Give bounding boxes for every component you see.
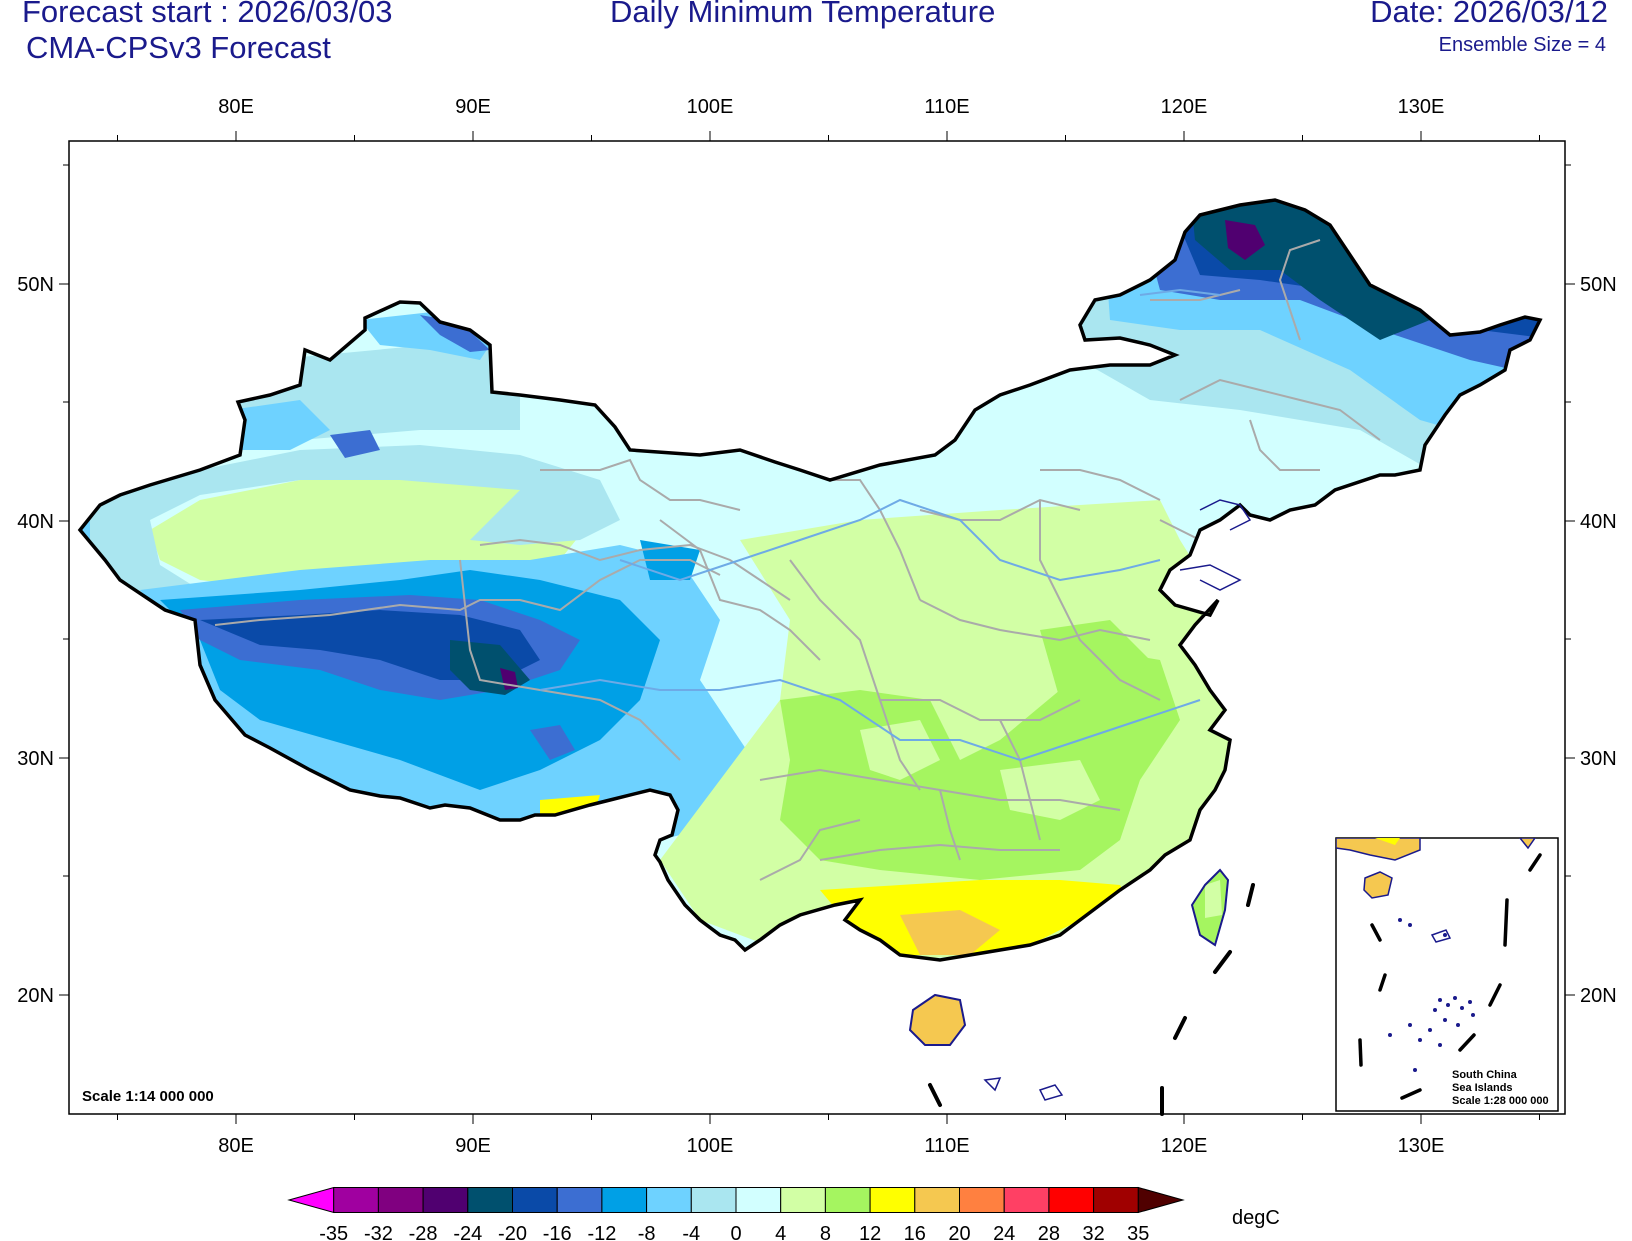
lon-label-bottom: 100E [687,1135,734,1157]
main-scale-label: Scale 1:14 000 000 [82,1088,214,1105]
small-islands [983,1077,1064,1101]
rivers [539,288,1221,762]
forecast-date-label: Date: 2026/03/12 [1370,0,1608,29]
taiwan-outline [1190,868,1230,947]
model-label: CMA-CPSv3 Forecast [26,30,331,65]
colorbar-tick-label: 35 [1127,1223,1149,1241]
lon-label-top: 90E [455,96,491,118]
colorbar-tick-label: -35 [319,1223,348,1241]
lon-label-bottom: 110E [924,1135,969,1157]
colorbar-tick-label: 32 [1082,1223,1104,1241]
colorbar-swatch [556,1187,603,1213]
lat-label-right: 40N [1580,511,1617,533]
inset-scale-label: Scale 1:28 000 000 [1452,1095,1549,1107]
inset-label-line1: South China [1452,1069,1518,1081]
colorbar-swatch [333,1187,379,1213]
colorbar-tick-label: 24 [993,1223,1015,1241]
colorbar-swatch [824,1187,871,1213]
lon-label-bottom: 80E [218,1135,254,1157]
colorbar-swatch [1048,1187,1095,1213]
colorbar-swatch [1093,1187,1139,1213]
colorbar-swatch [735,1187,782,1213]
colorbar-tick-label: -32 [364,1223,393,1241]
colorbar-swatch [914,1187,960,1213]
colorbar-swatch [1003,1187,1050,1213]
forecast-start-label: Forecast start : 2026/03/03 [22,0,393,29]
lat-label-left: 50N [17,274,54,296]
lon-label-bottom: 120E [1161,1135,1208,1157]
colorbar-tick-label: -16 [543,1223,572,1241]
colorbar-tick-label: -28 [409,1223,438,1241]
lon-label-top: 100E [687,96,734,118]
colorbar-tick-label: -20 [498,1223,527,1241]
colorbar-tick-label: 20 [948,1223,970,1241]
coastline-shandong [1179,564,1242,591]
inset-label-line2: Sea Islands [1452,1082,1513,1094]
lat-label-left: 30N [17,748,54,770]
lon-label-top: 80E [218,96,254,118]
lon-label-top: 130E [1398,96,1445,118]
lon-label-top: 120E [1161,96,1208,118]
tick-marks [59,131,1575,1124]
colorbar-swatch [467,1187,513,1213]
colorbar-tick-label: 0 [730,1223,741,1241]
colorbar-swatch [646,1187,692,1213]
colorbar: -35 -32 -28 -24 -20 -16 -12 -8 -4 0 4 8 12 16 20 24 28 32… [287,1186,1185,1241]
ensemble-size-label: Ensemble Size = 4 [1438,34,1606,56]
coastline-korea [1199,499,1252,531]
tick-labels: 80E 80E 90E 90E 100E 100E 110E 110E 120E 120E 130E… [17,96,1616,1157]
hainan-outline [908,993,967,1046]
colorbar-tick-label: 8 [820,1223,831,1241]
colorbar-unit-label: degC [1232,1207,1280,1229]
colorbar-swatch [869,1187,916,1213]
lat-label-right: 50N [1580,274,1617,296]
colorbar-tick-label: 12 [859,1223,881,1241]
colorbar-swatch [287,1186,335,1214]
colorbar-swatch [690,1187,737,1213]
colorbar-swatch [780,1187,826,1213]
colorbar-tick-label: -12 [587,1223,616,1241]
colorbar-swatch [601,1187,648,1213]
lat-label-right: 20N [1580,985,1617,1007]
colorbar-tick-label: -8 [638,1223,656,1241]
colorbar-tick-label: 28 [1038,1223,1060,1241]
colorbar-tick-label: -24 [453,1223,482,1241]
colorbar-swatch [959,1187,1005,1213]
lon-label-bottom: 130E [1398,1135,1445,1157]
colorbar-tick-label: 4 [775,1223,786,1241]
map-title: Daily Minimum Temperature [610,0,996,29]
colorbar-tick-label: -4 [682,1223,700,1241]
colorbar-swatch [377,1187,424,1213]
lon-label-top: 110E [924,96,969,118]
lon-label-bottom: 90E [455,1135,491,1157]
lat-label-left: 20N [17,985,54,1007]
colorbar-swatch [1137,1186,1185,1214]
south-china-sea-inset: South China Sea Islands Scale 1:28 000 0… [1335,837,1559,1112]
colorbar-swatch [422,1187,469,1213]
colorbar-swatch [512,1187,558,1213]
colorbar-tick-label: 16 [904,1223,926,1241]
lat-label-left: 40N [17,511,54,533]
lat-label-right: 30N [1580,748,1617,770]
maritime-dash-line [928,883,1255,1116]
